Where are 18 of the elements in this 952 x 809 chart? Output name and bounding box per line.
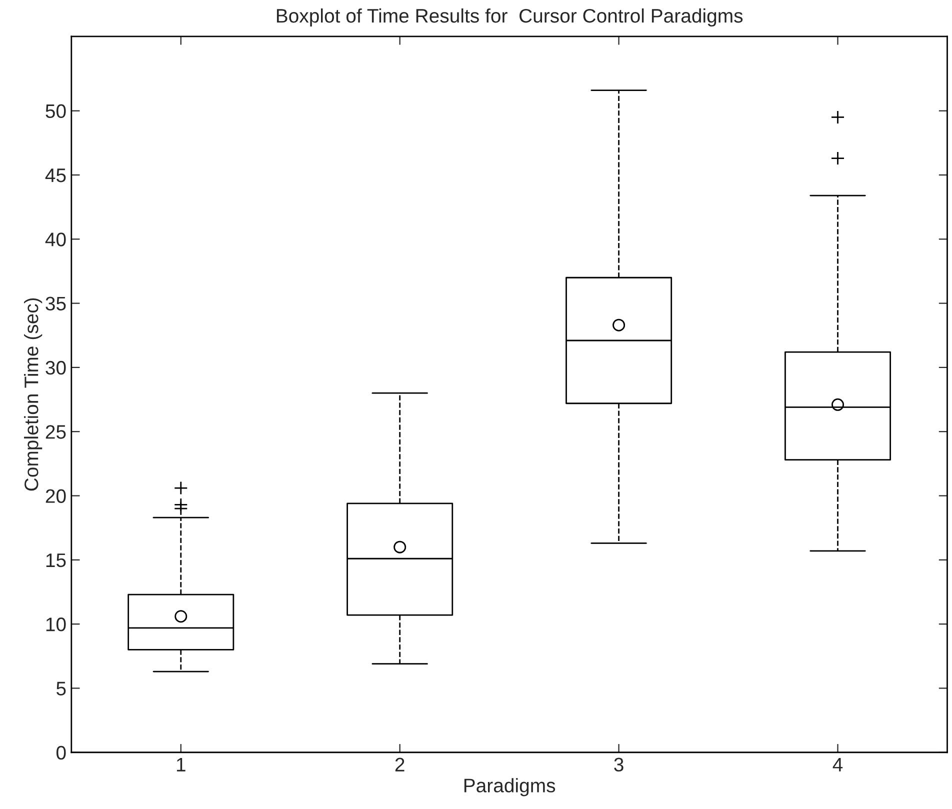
- y-tick-label: 35: [46, 296, 66, 311]
- y-tick-label: 25: [46, 425, 66, 439]
- y-tick-label: 30: [46, 360, 66, 375]
- y-tick-label: 10: [46, 618, 66, 632]
- y-tick-label: 0: [56, 746, 66, 760]
- x-tick-label: 4: [832, 758, 843, 772]
- y-tick-label: 50: [46, 104, 66, 118]
- y-axis-title: Completion Time (sec): [24, 298, 42, 491]
- x-tick-label: 2: [395, 758, 404, 772]
- y-tick-label: 40: [45, 232, 66, 246]
- y-tick-label: 45: [45, 168, 66, 182]
- y-tick-label: 15: [46, 554, 66, 568]
- x-tick-label: 1: [176, 758, 186, 772]
- y-tick-label: 5: [56, 682, 66, 696]
- chart-title: Boxplot of Time Results for Cursor Control Paradigms: [276, 8, 743, 27]
- x-tick-label: 3: [614, 758, 624, 772]
- x-axis-title: Paradigms: [464, 778, 556, 796]
- y-tick-label: 20: [46, 489, 66, 503]
